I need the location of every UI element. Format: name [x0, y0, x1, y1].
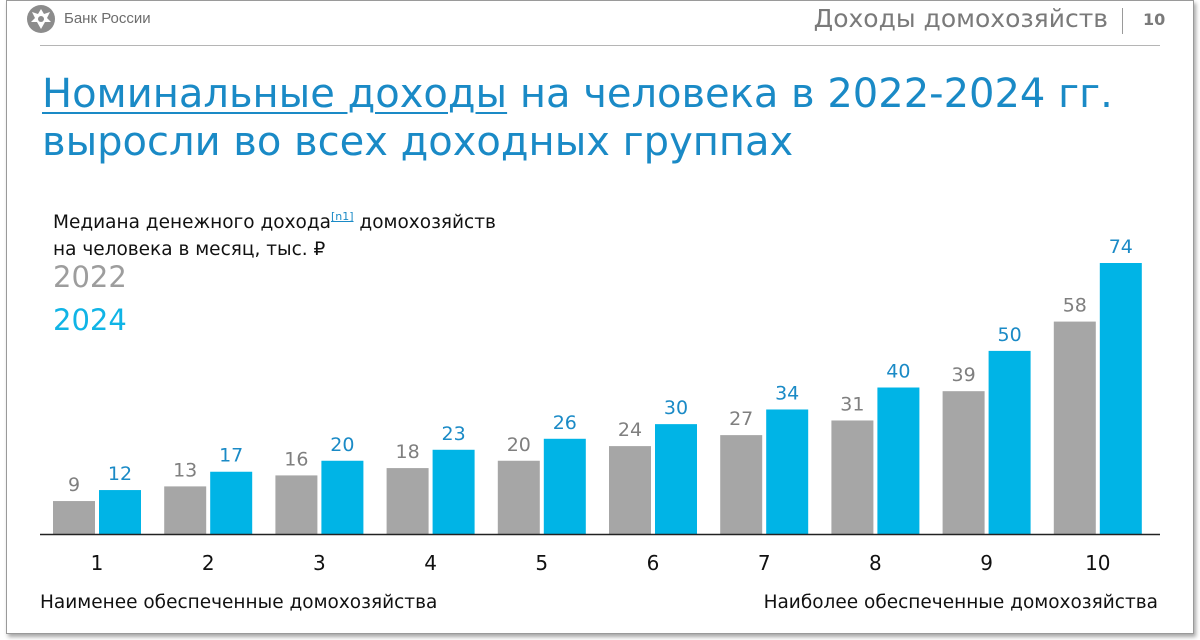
data-label-2022-group-10: 58 — [1063, 295, 1087, 317]
data-label-2022-group-9: 39 — [952, 364, 976, 386]
x-tick-label-1: 1 — [91, 551, 104, 575]
bar-2022-group-2 — [164, 486, 207, 534]
x-tick-label-6: 6 — [647, 551, 660, 575]
chart-title-part2: домохозяйств — [353, 212, 496, 233]
data-label-2022-group-4: 18 — [396, 441, 420, 463]
bar-2024-group-9 — [988, 350, 1031, 534]
bar-2022-group-5 — [497, 460, 540, 534]
data-label-2022-group-5: 20 — [507, 434, 531, 456]
x-label-most: Наиболее обеспеченные домохозяйства — [763, 592, 1158, 613]
x-tick-label-10: 10 — [1085, 551, 1110, 575]
footnote-link[interactable]: [n1] — [330, 210, 354, 223]
bar-2022-group-4 — [386, 468, 429, 534]
header-divider — [1122, 8, 1123, 34]
data-label-2024-group-6: 30 — [664, 397, 688, 419]
header-rule — [40, 45, 1160, 46]
bar-2022-group-3 — [275, 475, 318, 534]
page-number: 10 — [1143, 10, 1166, 29]
chart-title-line2: на человека в месяц, тыс. ₽ — [53, 239, 326, 260]
data-label-2024-group-5: 26 — [553, 412, 577, 434]
chart-title-part1: Медиана денежного дохода — [53, 212, 331, 233]
bar-2022-group-10 — [1053, 321, 1096, 534]
legend-2024: 2024 — [53, 303, 127, 337]
data-label-2024-group-8: 40 — [886, 361, 910, 383]
x-tick-label-5: 5 — [535, 551, 548, 575]
x-tick-label-8: 8 — [869, 551, 882, 575]
bar-2024-group-5 — [543, 438, 586, 534]
bar-2024-group-8 — [877, 387, 920, 534]
bar-2024-group-6 — [655, 424, 697, 534]
headline: Номинальные доходы на человека в 2022-20… — [42, 70, 1113, 166]
bar-2022-group-1 — [53, 501, 95, 534]
data-label-2022-group-7: 27 — [729, 408, 753, 430]
bar-2022-group-9 — [942, 391, 985, 534]
headline-rest: на человека в 2022-2024 гг. — [507, 71, 1113, 117]
headline-line2: выросли во всех доходных группах — [42, 119, 794, 165]
data-label-2024-group-4: 23 — [442, 423, 466, 445]
x-tick-label-9: 9 — [980, 551, 993, 575]
data-label-2024-group-9: 50 — [998, 324, 1022, 346]
x-tick-label-7: 7 — [758, 551, 771, 575]
bar-2024-group-3 — [321, 460, 364, 534]
bar-2024-group-2 — [210, 471, 253, 534]
x-tick-label-3: 3 — [313, 551, 326, 575]
data-label-2022-group-3: 16 — [284, 448, 308, 470]
bar-2024-group-4 — [432, 449, 475, 534]
data-label-2022-group-6: 24 — [618, 419, 642, 441]
data-label-2024-group-7: 34 — [775, 382, 799, 404]
bar-2024-group-7 — [766, 409, 809, 534]
bar-2022-group-6 — [609, 446, 651, 534]
data-label-2024-group-3: 20 — [330, 434, 354, 456]
bar-2024-group-10 — [1099, 263, 1142, 534]
x-label-least: Наименее обеспеченные домохозяйства — [40, 592, 438, 613]
bar-2022-group-7 — [720, 435, 763, 534]
data-label-2024-group-10: 74 — [1109, 236, 1133, 258]
chart-title: Медиана денежного дохода[n1] домохозяйст… — [53, 203, 496, 263]
data-label-2024-group-1: 12 — [108, 463, 132, 485]
bar-2022-group-8 — [831, 420, 874, 534]
x-tick-label-4: 4 — [424, 551, 437, 575]
data-label-2022-group-2: 13 — [173, 459, 197, 481]
bar-2024-group-1 — [99, 490, 141, 534]
bank-emblem-icon — [27, 5, 55, 33]
legend-2022: 2022 — [53, 260, 127, 294]
headline-link[interactable]: Номинальные доходы — [42, 71, 508, 117]
x-tick-label-2: 2 — [202, 551, 215, 575]
section-title: Доходы домохозяйств — [813, 4, 1108, 33]
data-label-2022-group-1: 9 — [68, 474, 80, 496]
data-label-2024-group-2: 17 — [219, 445, 243, 467]
data-label-2022-group-8: 31 — [840, 393, 864, 415]
bank-name: Банк России — [64, 10, 151, 27]
